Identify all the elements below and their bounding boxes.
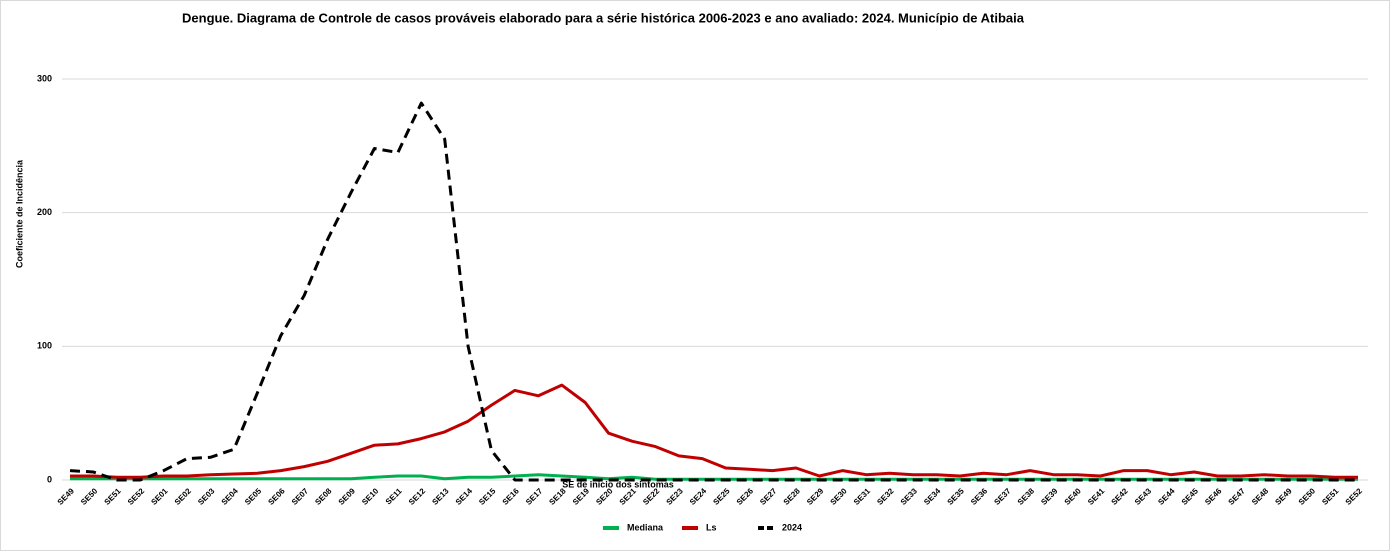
legend-label: Ls: [706, 522, 717, 532]
chart-title: Dengue. Diagrama de Controle de casos pr…: [182, 10, 1025, 25]
legend-label: 2024: [782, 522, 802, 532]
y-axis-title: Coeficiente de Incidência: [14, 159, 24, 268]
y-tick-label: 300: [37, 73, 52, 83]
x-axis-title: SE de início dos sintomas: [562, 479, 674, 489]
y-tick-label: 200: [37, 207, 52, 217]
series-line: [69, 101, 1358, 482]
legend-label: Mediana: [627, 522, 664, 532]
series-line: [70, 383, 1358, 479]
y-tick-label: 100: [37, 341, 52, 351]
y-tick-label: 0: [47, 474, 52, 484]
